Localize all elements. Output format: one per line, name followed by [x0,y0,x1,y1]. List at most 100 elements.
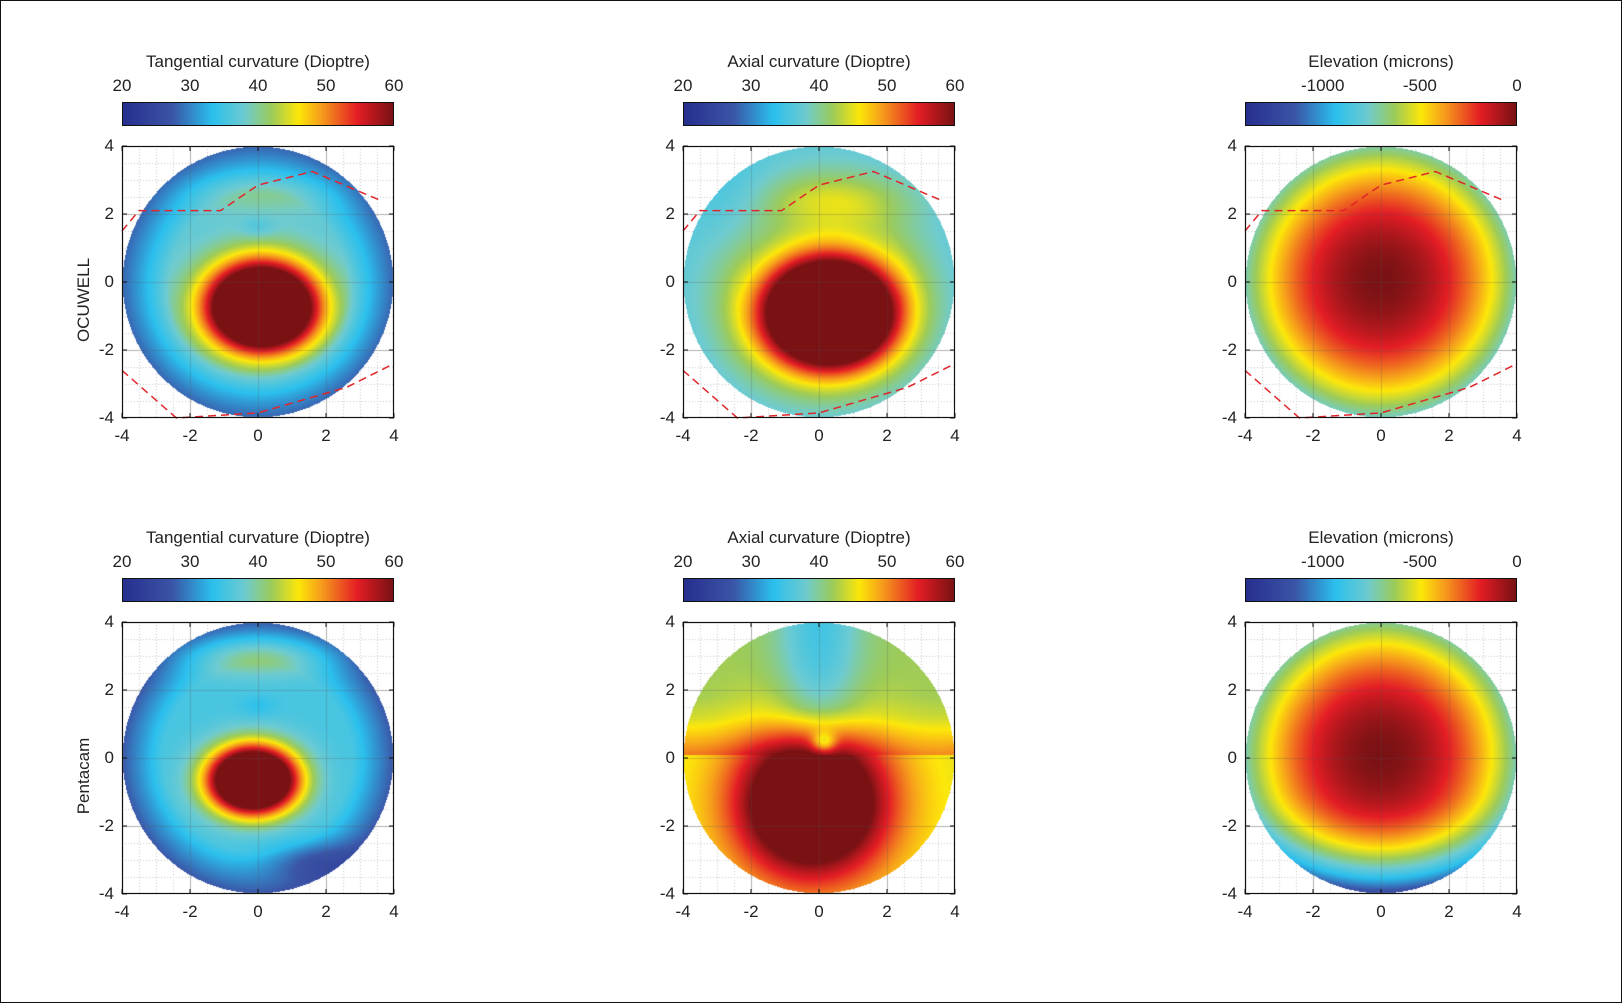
x-tick-label: -4 [675,426,691,445]
y-tick-label: 2 [1227,680,1237,699]
colorbar-tick-label: 40 [248,76,268,95]
colorbar-tick-label: 20 [112,76,132,95]
colorbar-ticks: -1000 -500 0 [1245,552,1522,574]
x-tick-label: 4 [950,426,960,445]
colorbar-ticks: 20 30 40 50 60 [674,552,965,574]
x-tick-label: 2 [882,426,892,445]
x-tick-label: -2 [182,426,198,445]
y-tick-label: 0 [104,748,114,767]
y-tick-label: 2 [665,680,675,699]
colorbar-tick-label: 60 [384,552,404,571]
colorbar-ticks: 20 30 40 50 60 [113,76,404,98]
y-tick-label: -2 [659,816,675,835]
x-tick-label: -4 [1237,902,1253,921]
colorbar-tick-label: 30 [741,552,761,571]
y-tick-label: 0 [665,272,675,291]
y-tick-label: 4 [1227,612,1237,631]
heatmap-axes: 4 2 0 -2 -4 -4 -2 0 2 4 [1222,612,1522,921]
colorbar-tick-label: 40 [809,552,829,571]
x-tick-label: -2 [743,426,759,445]
y-tick-label: 0 [1227,272,1237,291]
colorbar [1245,102,1517,126]
colorbar-tick-label: 0 [1512,76,1522,95]
y-tick-label: 2 [104,204,114,223]
x-tick-label: -2 [182,902,198,921]
x-tick-label: 4 [1512,902,1522,921]
colorbar-tick-label: 20 [673,552,693,571]
colorbar-tick-label: 60 [945,76,965,95]
x-tick-label: 4 [950,902,960,921]
x-tick-label: -2 [1305,902,1321,921]
colorbar-title: Elevation (microns) [1308,528,1454,547]
y-tick-label: 4 [665,612,675,631]
y-tick-label: -4 [98,884,114,903]
colorbar-tick-label: 50 [316,76,336,95]
x-tick-label: 4 [1512,426,1522,445]
x-tick-label: 0 [253,902,263,921]
x-tick-label: -4 [114,426,130,445]
x-tick-label: 0 [814,902,824,921]
heatmap-image [122,622,394,894]
x-tick-label: 0 [253,426,263,445]
colorbar [122,578,394,602]
y-tick-label: -4 [659,884,675,903]
heatmap-axes: 4 2 0 -2 -4 -4 -2 0 2 4 [99,136,399,445]
colorbar-tick-label: 60 [384,76,404,95]
heatmap-axes: 4 2 0 -2 -4 -4 -2 0 2 4 [660,136,960,445]
x-tick-label: 0 [1376,426,1386,445]
colorbar-ticks: 20 30 40 50 60 [113,552,404,574]
axes-overlay [1244,621,1518,895]
heatmap-image [1245,622,1517,894]
axes-overlay [1244,145,1518,419]
y-tick-label: -2 [98,340,114,359]
row-label-ocuwell: OCUWELL [74,257,93,343]
colorbar-title: Axial curvature (Dioptre) [727,52,911,71]
x-tick-label: -2 [743,902,759,921]
heatmap-image [683,622,955,894]
y-tick-label: 2 [1227,204,1237,223]
axes-box [1244,145,1518,419]
axes-overlay [682,145,956,419]
x-tick-label: -4 [114,902,130,921]
heatmap-image [1245,146,1517,418]
y-tick-label: -2 [1221,816,1237,835]
y-tick-label: -4 [659,408,675,427]
y-tick-label: -4 [1221,408,1237,427]
colorbar-tick-label: 50 [877,76,897,95]
y-tick-label: -2 [1221,340,1237,359]
colorbar-title: Tangential curvature (Dioptre) [146,52,370,71]
axes-box [682,145,956,419]
x-tick-label: -4 [675,902,691,921]
colorbar-tick-label: -1000 [1300,76,1345,95]
dashed-boundary-line [121,170,381,232]
axes-box [682,621,956,895]
y-tick-label: -2 [659,340,675,359]
dashed-boundary-line [121,362,395,419]
x-tick-label: 4 [389,902,399,921]
colorbar-tick-label: 0 [1512,552,1522,571]
y-tick-label: 0 [1227,748,1237,767]
heatmap-axes: 4 2 0 -2 -4 -4 -2 0 2 4 [1222,136,1522,445]
heatmap-axes: 4 2 0 -2 -4 -4 -2 0 2 4 [660,612,960,921]
colorbar-ticks: 20 30 40 50 60 [674,76,965,98]
row-label-pentacam: Pentacam [74,737,93,815]
colorbar-tick-label: 50 [316,552,336,571]
dashed-boundary-line [1244,362,1518,419]
y-tick-label: 4 [1227,136,1237,155]
axes-overlay [121,621,395,895]
heatmap-axes: 4 2 0 -2 -4 -4 -2 0 2 4 [99,612,399,921]
x-tick-label: -2 [1305,426,1321,445]
colorbar-tick-label: -500 [1402,76,1437,95]
colorbar-title: Elevation (microns) [1308,52,1454,71]
x-tick-label: 2 [1444,426,1454,445]
colorbar-ticks: -1000 -500 0 [1245,76,1522,98]
y-tick-label: 4 [104,136,114,155]
y-tick-label: 0 [104,272,114,291]
colorbar [683,578,955,602]
dashed-boundary-line [682,170,942,232]
colorbar-tick-label: 40 [248,552,268,571]
y-tick-label: 4 [665,136,675,155]
heatmap-image [122,146,394,418]
x-tick-label: 2 [882,902,892,921]
colorbar-tick-label: 40 [809,76,829,95]
